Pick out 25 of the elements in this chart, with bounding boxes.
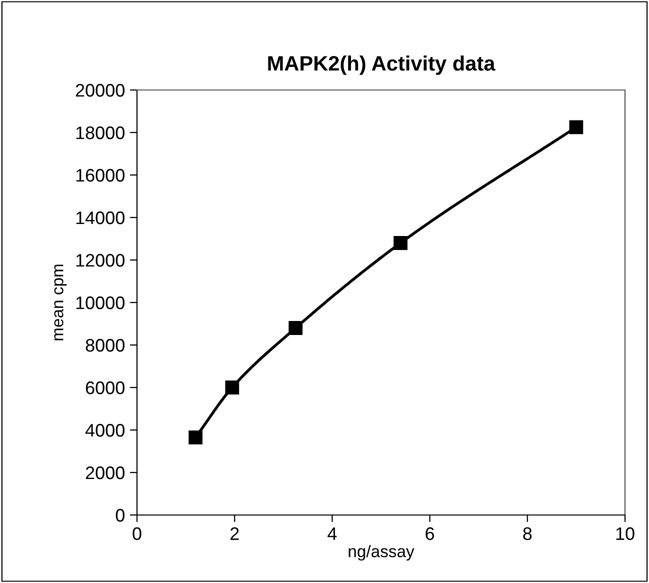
y-tick-label: 10000 bbox=[76, 296, 124, 310]
x-tick-label: 0 bbox=[132, 527, 142, 540]
y-tick-label: 16000 bbox=[76, 168, 124, 182]
point bbox=[188, 430, 203, 444]
x-tick-label: 6 bbox=[426, 527, 434, 540]
x-tick-label: 10 bbox=[616, 527, 634, 540]
point bbox=[394, 236, 408, 250]
point bbox=[569, 120, 584, 134]
y-tick-label: 6000 bbox=[86, 381, 124, 394]
y-tick-label: 8000 bbox=[86, 338, 124, 352]
y-tick-label: 14000 bbox=[76, 211, 124, 224]
x-tick-label: 2 bbox=[230, 527, 239, 540]
point bbox=[225, 380, 240, 394]
point bbox=[288, 321, 303, 335]
y-tick-label: 0 bbox=[116, 508, 124, 522]
y-tick-label: 2000 bbox=[86, 466, 124, 480]
y-tick-label: 12000 bbox=[76, 254, 124, 267]
x-axis-title: ng/assay bbox=[348, 545, 414, 561]
x-tick-label: 8 bbox=[523, 527, 532, 540]
x-tick-label: 4 bbox=[328, 527, 337, 540]
y-tick-label: 20000 bbox=[76, 84, 124, 97]
chart-title: MAPK2(h) Activity data bbox=[268, 55, 496, 75]
y-axis-title: mean cpm bbox=[54, 264, 67, 340]
y-tick-label: 4000 bbox=[85, 424, 124, 437]
y-tick-label: 18000 bbox=[76, 126, 124, 140]
